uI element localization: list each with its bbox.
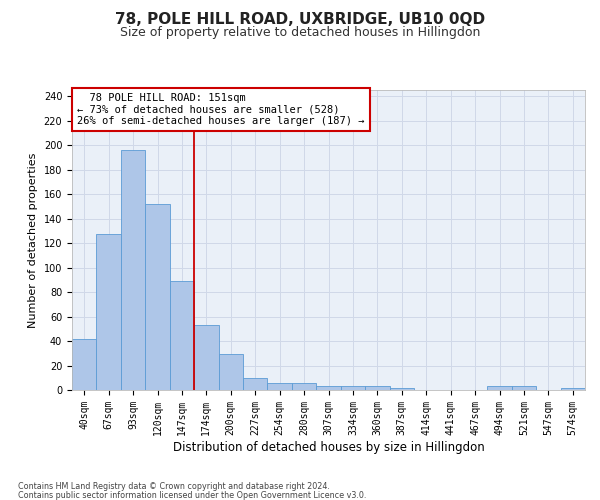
- Bar: [194, 325, 218, 390]
- Bar: [72, 338, 97, 390]
- Bar: [121, 150, 145, 390]
- Bar: [487, 386, 512, 390]
- Text: Contains public sector information licensed under the Open Government Licence v3: Contains public sector information licen…: [18, 490, 367, 500]
- Bar: [512, 386, 536, 390]
- Bar: [341, 386, 365, 390]
- Bar: [560, 388, 585, 390]
- Text: 78 POLE HILL ROAD: 151sqm
← 73% of detached houses are smaller (528)
26% of semi: 78 POLE HILL ROAD: 151sqm ← 73% of detac…: [77, 93, 365, 126]
- Bar: [170, 281, 194, 390]
- Bar: [389, 388, 414, 390]
- Y-axis label: Number of detached properties: Number of detached properties: [28, 152, 38, 328]
- Bar: [268, 382, 292, 390]
- Text: Size of property relative to detached houses in Hillingdon: Size of property relative to detached ho…: [120, 26, 480, 39]
- Bar: [218, 354, 243, 390]
- X-axis label: Distribution of detached houses by size in Hillingdon: Distribution of detached houses by size …: [173, 440, 484, 454]
- Text: Contains HM Land Registry data © Crown copyright and database right 2024.: Contains HM Land Registry data © Crown c…: [18, 482, 330, 491]
- Bar: [365, 386, 389, 390]
- Bar: [243, 378, 268, 390]
- Bar: [97, 234, 121, 390]
- Bar: [145, 204, 170, 390]
- Bar: [292, 382, 316, 390]
- Bar: [316, 386, 341, 390]
- Text: 78, POLE HILL ROAD, UXBRIDGE, UB10 0QD: 78, POLE HILL ROAD, UXBRIDGE, UB10 0QD: [115, 12, 485, 28]
